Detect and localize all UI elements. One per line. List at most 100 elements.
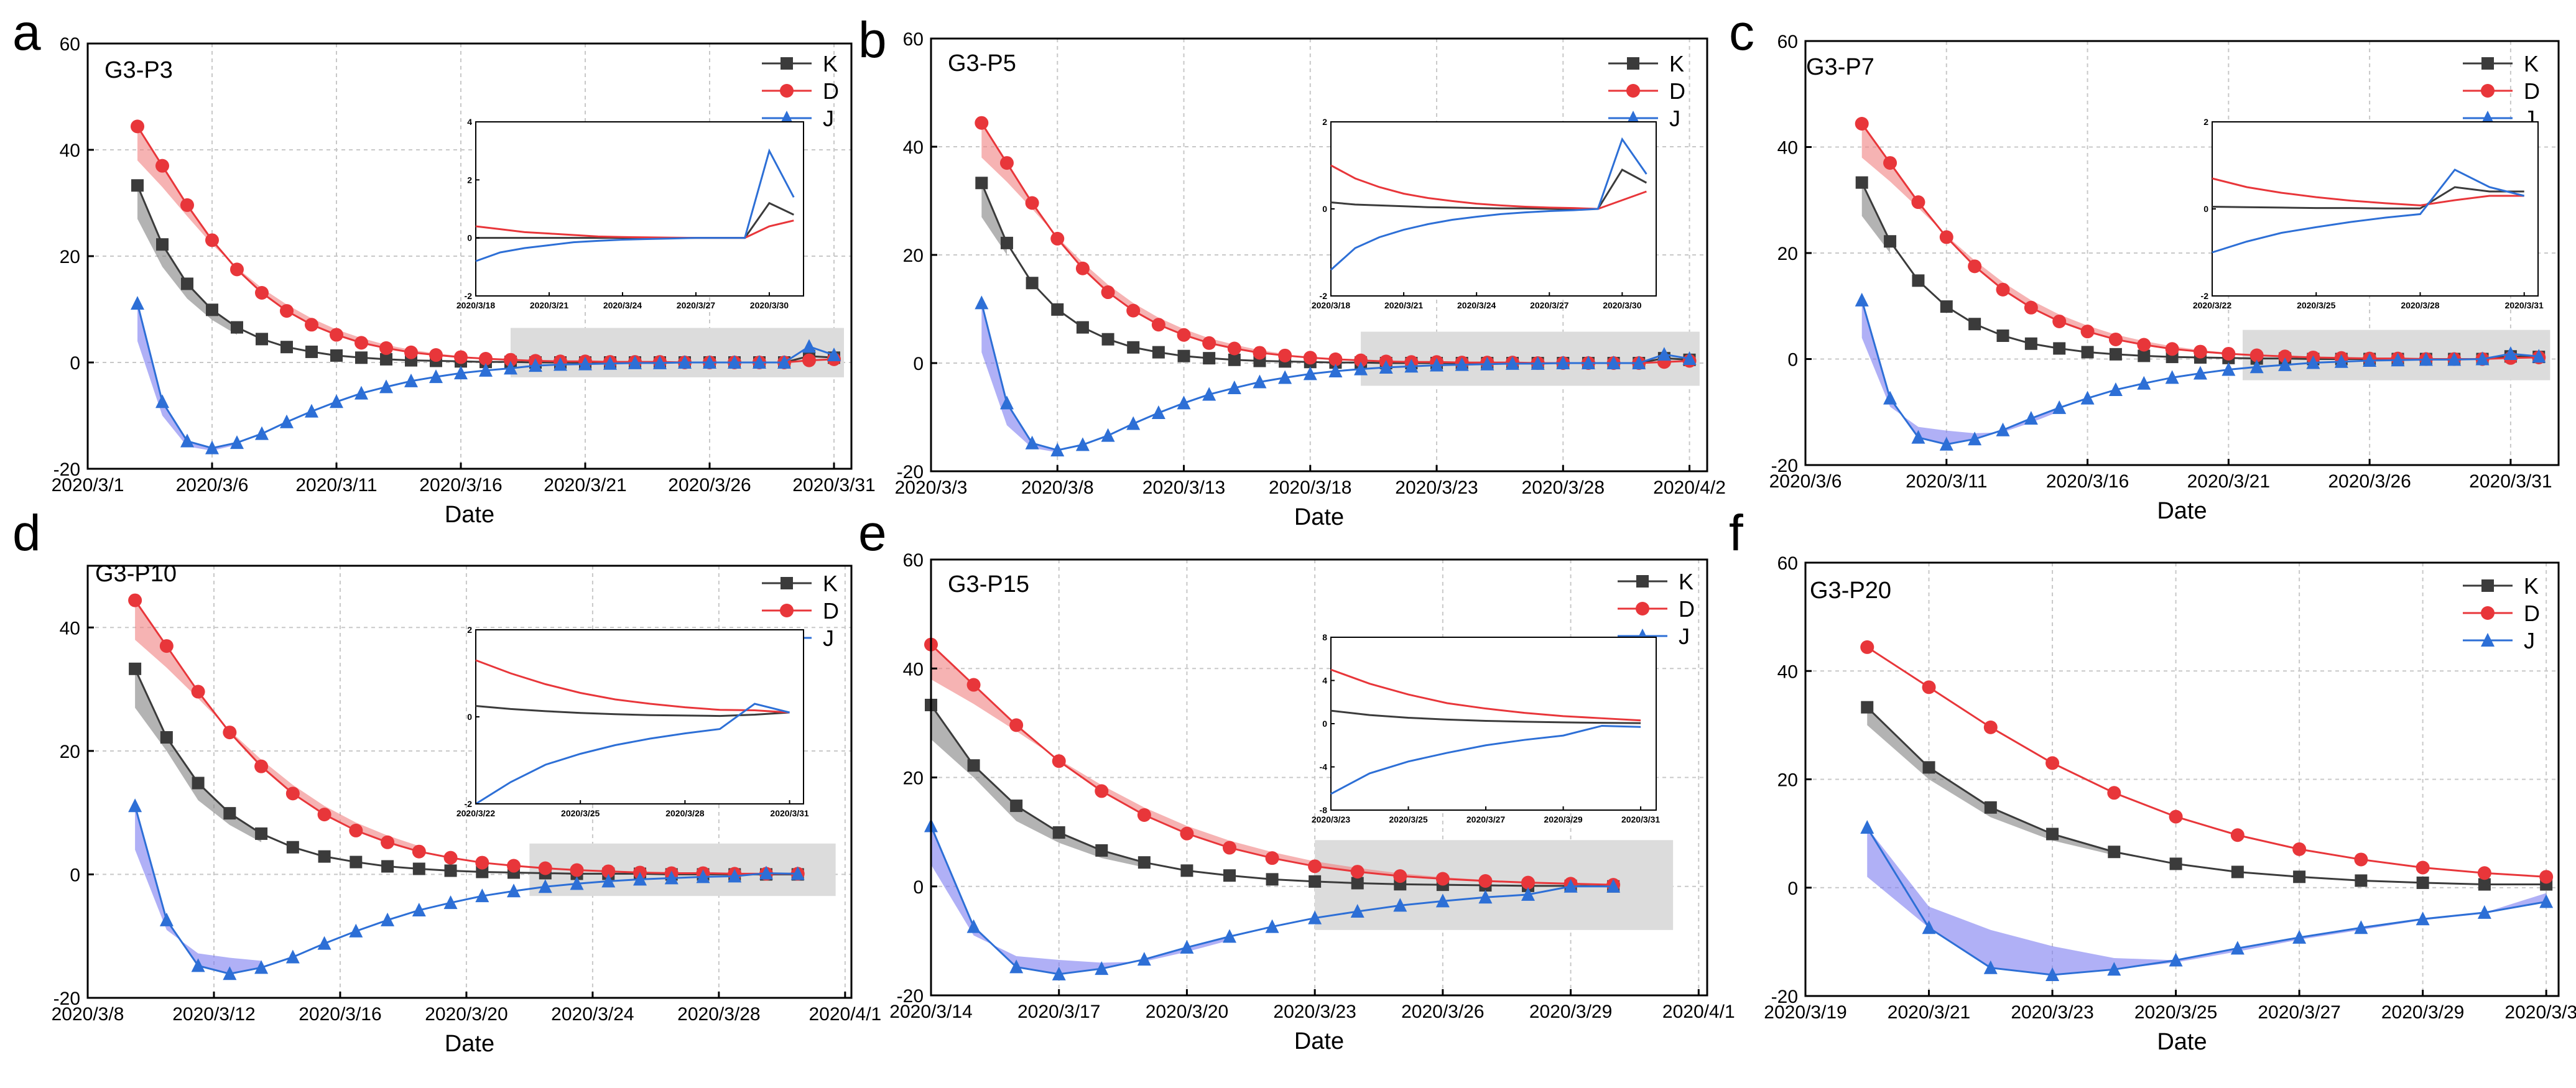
y-tick-label: -20 [897,462,924,482]
data-point-j [280,414,294,428]
data-point-d [1278,348,1292,362]
data-point-j [507,883,521,898]
data-point-k [1223,869,1236,882]
x-tick-label: 2020/3/20 [1146,1002,1228,1022]
inset-x-tick-label: 2020/3/28 [2401,300,2439,310]
x-tick-label: 2020/3/26 [1401,1002,1484,1022]
y-tick-label: 0 [1787,350,1798,371]
data-point-d [1050,231,1065,246]
data-point-d [504,353,517,367]
data-point-k [381,860,394,873]
panel-letter: f [1729,505,1743,561]
data-point-j [633,872,647,886]
data-point-j [479,362,493,377]
data-point-d [1350,865,1364,879]
x-tick-label: 2020/3/31 [792,475,875,496]
data-point-d [2165,342,2179,356]
inset-y-tick-label: 8 [1322,632,1327,642]
inset-x-tick-label: 2020/3/31 [770,808,808,818]
legend-label-j: J [823,106,834,131]
data-point-j [2391,353,2405,367]
data-point-j [1328,364,1343,378]
y-tick-label: 40 [1777,138,1798,159]
inset-series-j [475,148,795,262]
data-point-d [1393,869,1407,883]
data-point-j [1581,356,1595,369]
inset-chart: -2 0 2 2020/3/22 2020/3/25 2020/3/28 2020/3/31 [2193,117,2544,310]
inset-x-tick-label: 2020/3/23 [1312,814,1350,824]
inset-x-tick-label: 2020/3/22 [456,808,495,818]
legend-label-k: K [823,51,838,76]
data-point-j [664,870,679,885]
data-point-j [2108,382,2123,396]
data-point-j [2532,349,2546,363]
data-point-j [1556,356,1570,369]
data-point-j [1968,431,1982,446]
data-point-k [1228,353,1241,366]
y-tick-label: -20 [1771,987,1798,1007]
data-point-d [255,285,269,300]
legend-label-j: J [1679,624,1690,649]
data-point-d [1303,351,1317,365]
x-tick-label: 2020/3/8 [52,1004,124,1025]
data-point-j [1860,820,1874,834]
data-point-j [1996,422,2010,436]
y-tick-label: 0 [913,877,924,898]
data-point-j [285,949,300,964]
data-point-j [999,395,1014,410]
inset-series-k [1330,709,1641,724]
data-point-d [155,159,169,173]
x-tick-label: 2020/3/16 [419,475,502,496]
legend-label-d: D [2524,78,2540,104]
data-point-k [2355,874,2368,887]
y-tick-label: 40 [903,137,924,158]
data-point-d [1939,230,1953,244]
series-line-j [134,805,798,975]
data-point-d [2292,842,2307,856]
data-point-d [1435,872,1450,886]
x-tick-label: 2020/3/14 [889,1002,972,1022]
x-tick-label: 2020/3/24 [551,1004,634,1025]
data-point-j [790,866,805,880]
data-point-k [2138,349,2151,362]
data-point-d [2539,870,2554,884]
data-point-j [443,895,458,910]
data-point-d [285,786,300,801]
data-point-j [1223,929,1236,943]
data-point-k [1180,864,1193,877]
data-point-j [1883,390,1897,405]
panel-letter: d [12,505,41,561]
x-tick-label: 2020/3/21 [2187,471,2270,492]
data-point-d [1025,196,1039,210]
x-tick-label: 2020/3/31 [2469,471,2552,492]
y-tick-label: 0 [1787,878,1798,899]
data-point-k [1922,761,1935,774]
data-point-j [2419,352,2433,366]
data-point-j [2052,400,2067,414]
inset-x-tick-label: 2020/3/28 [665,808,704,818]
data-point-k [2478,878,2491,891]
data-point-j [2222,362,2236,376]
data-point-d [349,823,363,837]
data-point-k [1177,349,1190,362]
data-point-j [728,869,742,883]
data-point-d [1883,156,1897,170]
data-point-k [131,179,144,192]
data-point-d [2222,346,2236,361]
y-tick-label: -20 [53,459,80,480]
x-tick-label: 2020/3/28 [677,1004,760,1025]
data-point-d [1478,874,1493,888]
inset-x-tick-label: 2020/3/21 [530,300,568,310]
y-tick-label: 20 [60,247,80,267]
data-point-j [2354,920,2368,934]
y-tick-label: -20 [1771,456,1798,476]
legend-marker-j [2481,633,2495,647]
data-point-j [2249,359,2264,374]
data-point-j [1983,960,1998,974]
data-point-k [1127,341,1140,354]
band-d [135,600,419,852]
inset-y-tick-label: 2 [2203,117,2208,127]
legend-label-j: J [2524,628,2535,653]
data-point-j [454,366,468,380]
data-point-j [1101,428,1115,442]
